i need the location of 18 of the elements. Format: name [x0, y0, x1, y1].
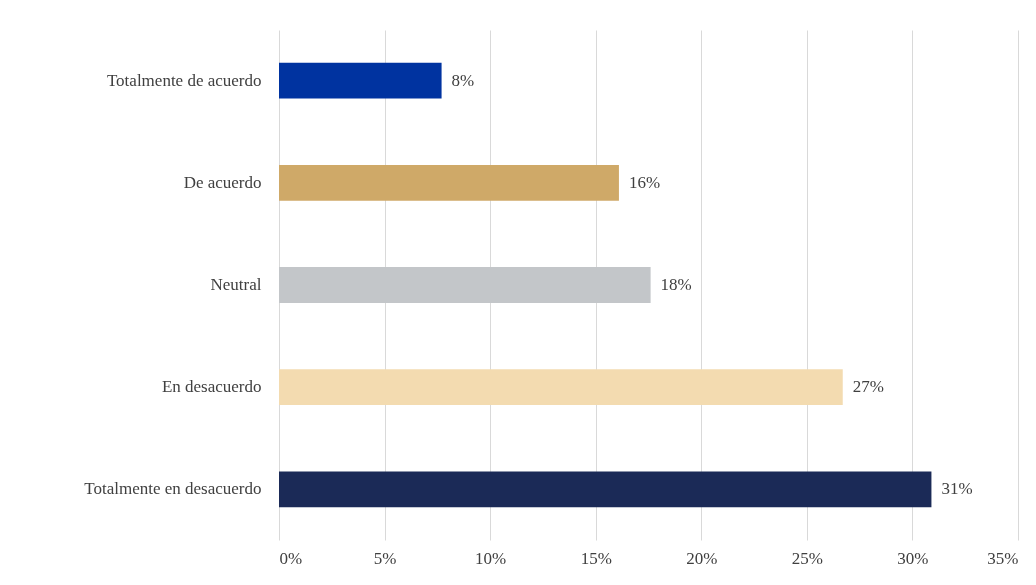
x-tick-label: 35% [987, 548, 1019, 568]
x-tick-label: 15% [580, 548, 612, 568]
data-label: 16% [628, 172, 661, 192]
data-label: 18% [660, 275, 692, 294]
x-tick-label: 30% [897, 548, 929, 568]
y-tick-label: En desacuerdo [161, 377, 262, 397]
y-tick-label: Neutral [210, 275, 262, 294]
x-tick-label: 10% [475, 548, 507, 568]
data-label: 27% [852, 377, 884, 397]
x-tick-label: 20% [686, 548, 718, 568]
x-tick-label: 25% [791, 548, 823, 568]
y-tick-label: Totalmente de acuerdo [106, 70, 262, 90]
data-label: 8% [451, 70, 475, 90]
x-tick-label: 5% [373, 548, 397, 568]
x-tick-label: 0% [279, 548, 303, 568]
data-label: 31% [941, 479, 973, 499]
y-tick-label: Totalmente en desacuerdo [84, 479, 262, 499]
y-tick-label: De acuerdo [183, 172, 262, 192]
